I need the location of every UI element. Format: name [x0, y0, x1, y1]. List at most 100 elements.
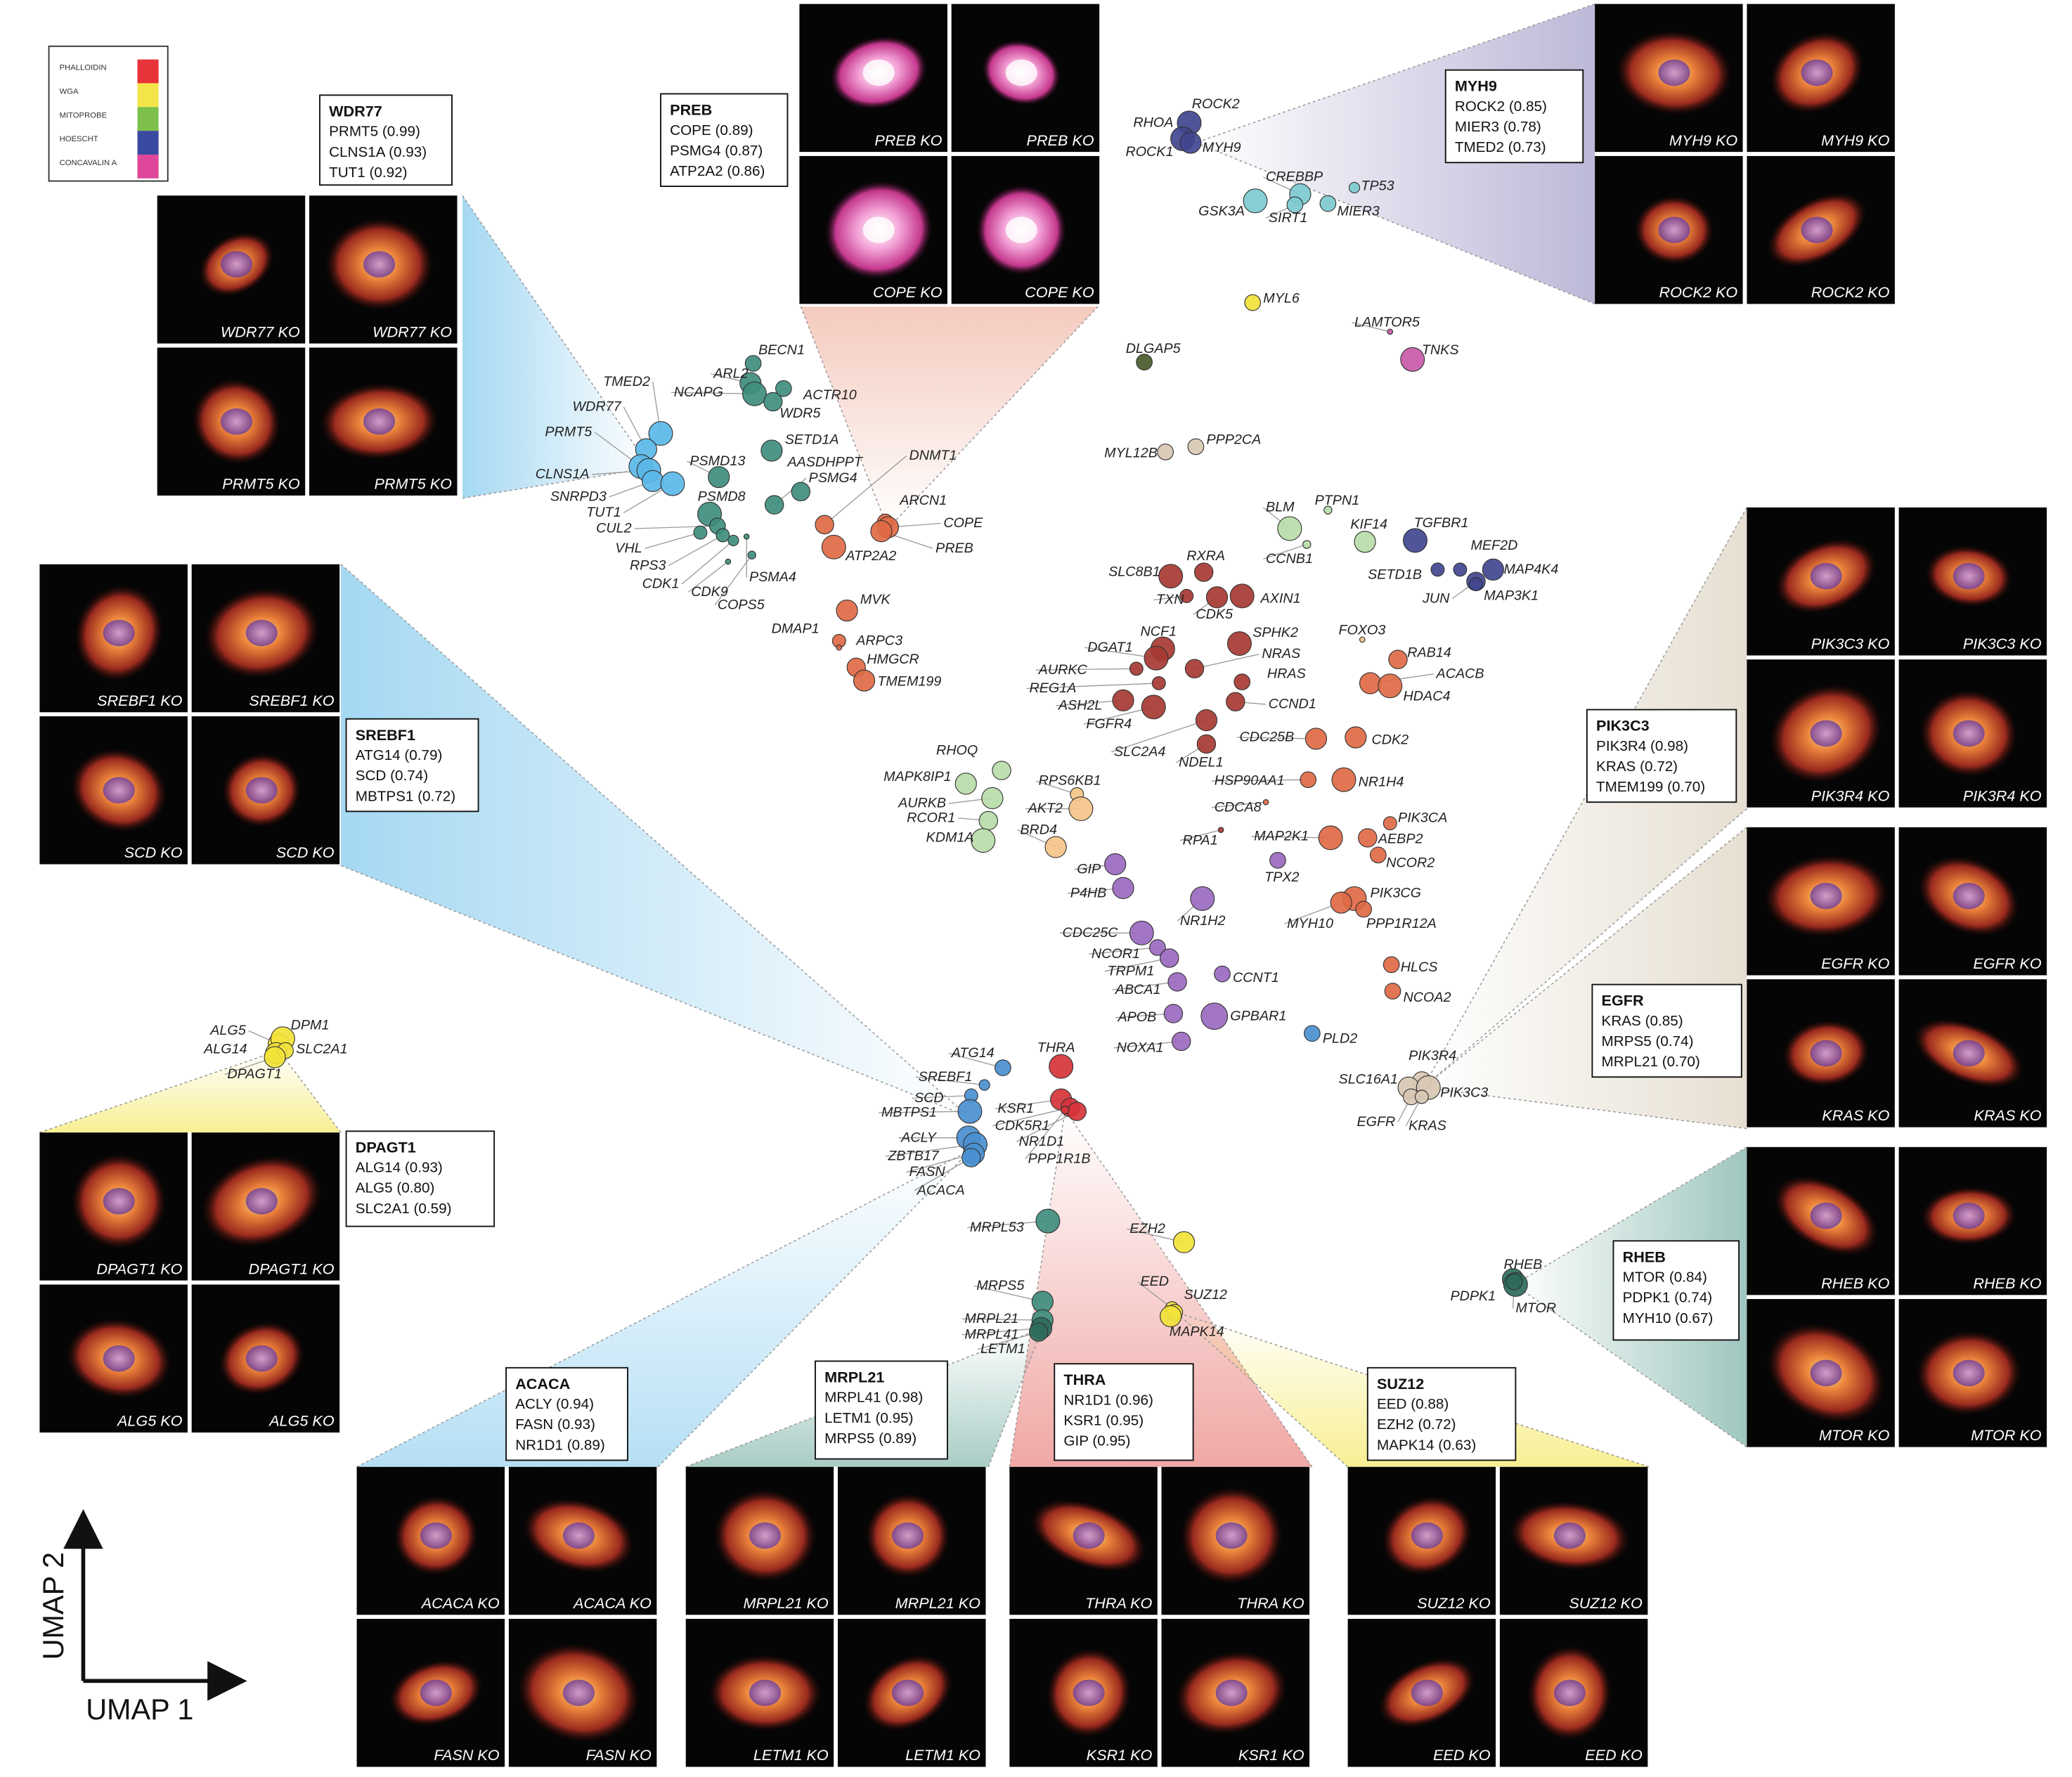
micrograph-panel: WDR77 KO WDR77 KO PRMT5 KO PRMT5 KO	[157, 195, 458, 496]
leader-line	[961, 1327, 1042, 1336]
tile-label: COPE KO	[1025, 283, 1094, 301]
similarity-box-title: PREB	[670, 101, 712, 119]
node-cdk5	[1205, 586, 1229, 609]
tile-label: MYH9 KO	[1669, 131, 1737, 149]
gene-label: TP53	[1361, 179, 1394, 194]
node-hras	[1234, 673, 1251, 690]
node-mrps5	[1031, 1291, 1054, 1313]
similarity-box-line: MIER3 (0.78)	[1455, 119, 1541, 135]
gene-label: ASH2L	[1058, 698, 1103, 713]
gene-label: NR1H2	[1180, 913, 1226, 929]
tile-label: SUZ12 KO	[1569, 1594, 1643, 1612]
gene-label: CLNS1A	[536, 467, 590, 482]
gene-label: SPHK2	[1252, 625, 1298, 640]
similarity-box-line: MBTPS1 (0.72)	[356, 788, 455, 804]
zoom-connector	[340, 564, 969, 1118]
similarity-box-line: KRAS (0.85)	[1602, 1013, 1683, 1029]
gene-label: RXRA	[1186, 548, 1225, 564]
node-actr10	[775, 380, 792, 397]
zoom-connector	[1196, 3, 1595, 143]
node-ccnt1	[1214, 965, 1231, 983]
tile-label: KSR1 KO	[1087, 1746, 1153, 1764]
tile-label: KRAS KO	[1974, 1106, 2042, 1124]
similarity-box-line: PSMG4 (0.87)	[670, 143, 763, 159]
gene-label: GPBAR1	[1230, 1008, 1286, 1023]
node-map2k1	[1318, 825, 1343, 851]
similarity-box: RHEB MTOR (0.84) PDPK1 (0.74) MYH10 (0.67)	[1612, 1240, 1740, 1341]
node-lamtor5	[1387, 328, 1394, 335]
gene-label: ALG5	[209, 1023, 246, 1038]
similarity-box-frame	[1054, 1363, 1194, 1461]
gene-label: TNKS	[1422, 342, 1459, 358]
tile-label: ROCK2 KO	[1659, 283, 1738, 301]
leader-line	[1194, 653, 1260, 669]
gene-label: SCD	[914, 1090, 944, 1106]
cell-nucleus	[1953, 1202, 1985, 1229]
node-ncor2	[1369, 846, 1387, 864]
node-aurkb	[981, 787, 1004, 810]
node-pld2	[1303, 1025, 1321, 1042]
similarity-box-line: KRAS (0.72)	[1596, 758, 1678, 775]
node-srebf1	[978, 1079, 990, 1091]
gene-label: NCOR2	[1386, 855, 1435, 870]
leader-line	[978, 1331, 1039, 1350]
node-noxa1	[1171, 1031, 1191, 1052]
tile-label: FASN KO	[586, 1746, 652, 1764]
gene-label: ROCK2	[1192, 96, 1240, 112]
tile-label: SUZ12 KO	[1417, 1594, 1491, 1612]
gene-label: PPP1R1B	[1028, 1151, 1091, 1166]
node-axin1	[1229, 583, 1255, 609]
node-letm1	[1028, 1322, 1049, 1342]
tile-label: PRMT5 KO	[374, 475, 452, 493]
similarity-box-line: PRMT5 (0.99)	[329, 124, 420, 140]
similarity-box-line: ALG5 (0.80)	[356, 1180, 435, 1196]
gene-label: PLD2	[1323, 1030, 1357, 1046]
node-slc2a4	[1195, 709, 1218, 732]
legend-label: MITOPROBE	[60, 111, 108, 119]
node-psmd13	[708, 466, 730, 489]
node-thra	[1049, 1054, 1074, 1079]
gene-label: MAP2K1	[1254, 829, 1309, 844]
gene-label: AEBP2	[1378, 831, 1423, 846]
leader-line	[1179, 829, 1222, 841]
gene-label: REG1A	[1030, 680, 1077, 696]
tile-label: WDR77 KO	[373, 323, 452, 340]
cell-nucleus	[363, 251, 396, 278]
gene-label: RHOA	[1133, 115, 1173, 130]
similarity-box-line: PDPK1 (0.74)	[1623, 1290, 1713, 1306]
similarity-box-line: KSR1 (0.95)	[1063, 1413, 1144, 1429]
node-hsp90aa1	[1300, 771, 1317, 789]
similarity-box-frame	[345, 1130, 496, 1227]
micrograph-panel: SUZ12 KO SUZ12 KO EED KO EED KO	[1347, 1466, 1648, 1767]
node-foxo3	[1359, 636, 1366, 643]
zoom-connector	[1009, 1110, 1066, 1467]
cell-nucleus	[1073, 1679, 1105, 1707]
gene-label: MEF2D	[1470, 538, 1517, 553]
node-kdm1a	[971, 828, 996, 853]
gene-label: PIK3CG	[1371, 886, 1421, 901]
gene-label: PPP2CA	[1206, 432, 1261, 448]
gene-label: PIK3C3	[1440, 1085, 1488, 1100]
node-cdca8	[1262, 799, 1269, 806]
gene-label: WDR5	[779, 406, 821, 421]
gene-label: VHL	[615, 541, 642, 556]
tile-label: MTOR KO	[1971, 1426, 2042, 1444]
leader-line	[824, 455, 907, 525]
node-ptpn1	[1323, 505, 1333, 515]
cell-nucleus	[1810, 1040, 1842, 1067]
similarity-box-title: MYH9	[1455, 77, 1497, 95]
node-snrpd3	[642, 470, 664, 492]
cell-nucleus	[1953, 1359, 1985, 1387]
leader-line	[645, 532, 701, 549]
gene-label: ROCK1	[1125, 144, 1173, 160]
node-setd1b	[1430, 562, 1445, 577]
legend-swatch	[137, 131, 159, 155]
cell-nucleus	[892, 1679, 924, 1707]
cell-nucleus	[1553, 1679, 1586, 1707]
similarity-box: PREB COPE (0.89) PSMG4 (0.87) ATP2A2 (0.86)	[660, 93, 789, 188]
tile-label: WDR77 KO	[221, 323, 300, 340]
node-dgat1	[1144, 645, 1169, 671]
similarity-box-line: FASN (0.93)	[515, 1416, 595, 1433]
micrograph-panel: PREB KO PREB KO COPE KO COPE KO	[799, 4, 1100, 304]
gene-label: LETM1	[980, 1341, 1025, 1357]
